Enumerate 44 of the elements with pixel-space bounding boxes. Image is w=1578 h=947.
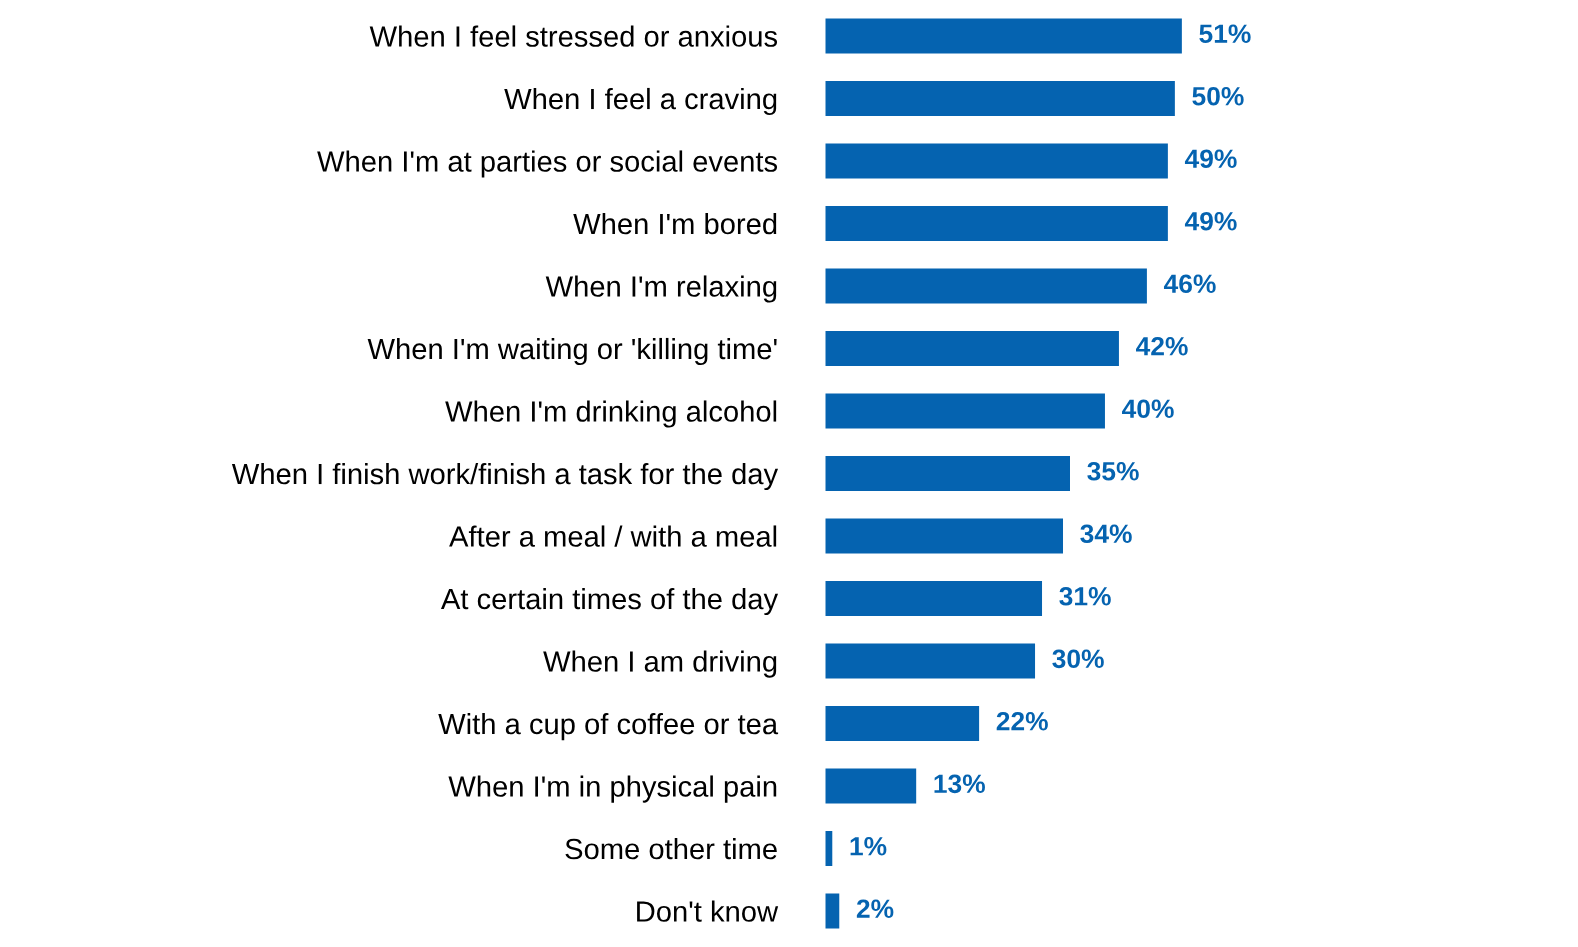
bar bbox=[825, 706, 980, 742]
data-label: 49% bbox=[1184, 149, 1237, 169]
y-tick-label: When I am driving bbox=[543, 650, 777, 678]
bar bbox=[825, 268, 1147, 304]
y-tick-label: When I'm waiting or 'killing time' bbox=[367, 337, 777, 366]
data-label: 50% bbox=[1192, 86, 1244, 106]
bar bbox=[825, 205, 1168, 241]
y-tick-label: When I'm in physical pain bbox=[448, 775, 777, 803]
data-label: 42% bbox=[1136, 336, 1188, 356]
data-label: 35% bbox=[1087, 461, 1139, 481]
bar bbox=[825, 456, 1070, 491]
bar bbox=[825, 581, 1043, 616]
bar bbox=[825, 143, 1168, 179]
bar bbox=[825, 393, 1105, 429]
data-label: 46% bbox=[1163, 274, 1216, 294]
data-label: 2% bbox=[856, 899, 894, 919]
data-label: 40% bbox=[1122, 399, 1174, 419]
y-tick-label: At certain times of the day bbox=[440, 587, 779, 616]
y-tick-label: When I'm bored bbox=[573, 212, 777, 235]
y-tick-label: When I'm at parties or social events bbox=[317, 150, 778, 178]
y-tick-label: Some other time bbox=[565, 837, 777, 860]
y-tick-label: When I'm drinking alcohol bbox=[445, 400, 777, 428]
y-tick-label: When I feel a craving bbox=[504, 87, 777, 116]
data-label: 34% bbox=[1080, 524, 1132, 544]
y-tick-label: Don't know bbox=[637, 900, 779, 922]
data-label: 22% bbox=[996, 711, 1048, 731]
data-label: 13% bbox=[934, 774, 985, 794]
data-label: 49% bbox=[1184, 211, 1237, 231]
bar bbox=[825, 643, 1036, 679]
bar bbox=[825, 331, 1119, 366]
bar bbox=[825, 18, 1182, 54]
y-tick-label: After a meal / with a meal bbox=[449, 525, 777, 547]
y-tick-label: When I feel stressed or anxious bbox=[369, 25, 778, 47]
bar bbox=[825, 768, 917, 804]
data-label: 30% bbox=[1052, 649, 1104, 669]
y-tick-label: When I finish work/finish a task for the day bbox=[231, 462, 779, 491]
data-label: 31% bbox=[1059, 586, 1111, 606]
y-tick-label: With a cup of coffee or tea bbox=[438, 712, 779, 741]
data-label: 51% bbox=[1199, 24, 1251, 44]
bar bbox=[825, 518, 1064, 554]
y-tick-label: When I'm relaxing bbox=[545, 275, 777, 303]
data-label: 1% bbox=[850, 836, 887, 856]
bar bbox=[825, 80, 1175, 116]
bar bbox=[825, 893, 840, 929]
